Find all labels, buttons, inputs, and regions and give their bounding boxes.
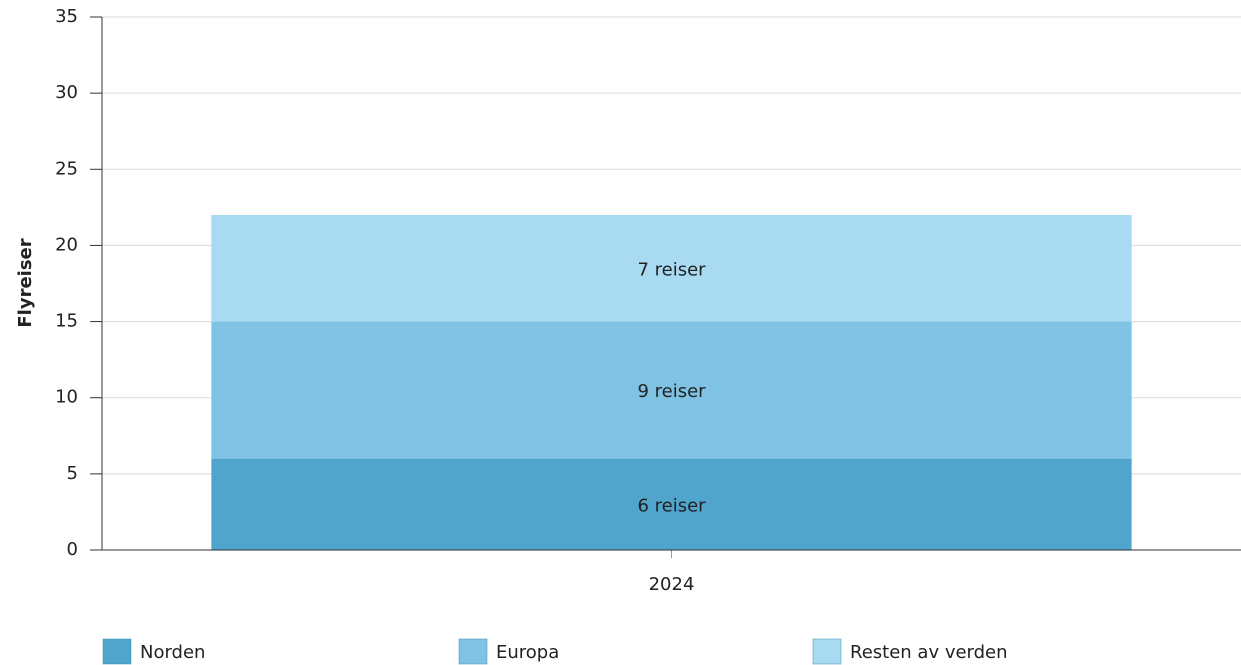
y-tick-label: 5 [67,463,78,484]
y-tick-label: 25 [55,158,78,179]
bar-segment [211,321,1132,459]
bar-segment [211,214,1132,322]
x-tick-label: 2024 [649,574,695,595]
y-tick-label: 35 [55,6,78,27]
legend-label: Europa [496,642,559,663]
y-axis-label: Flyreiser [15,238,36,327]
data-label: 6 reiser [637,495,706,516]
legend-label: Resten av verden [850,642,1008,663]
y-tick-label: 0 [67,539,78,560]
y-tick-label: 30 [55,82,78,103]
legend-label: Norden [140,642,205,663]
y-tick-label: 20 [55,234,78,255]
y-tick-label: 15 [55,311,78,332]
bar-segment [211,458,1132,550]
y-tick-label: 10 [55,387,78,408]
data-label: 7 reiser [637,259,706,280]
legend-swatch [102,638,132,665]
legend-swatch [812,638,842,665]
data-label: 9 reiser [637,381,706,402]
legend-swatch [458,638,488,665]
